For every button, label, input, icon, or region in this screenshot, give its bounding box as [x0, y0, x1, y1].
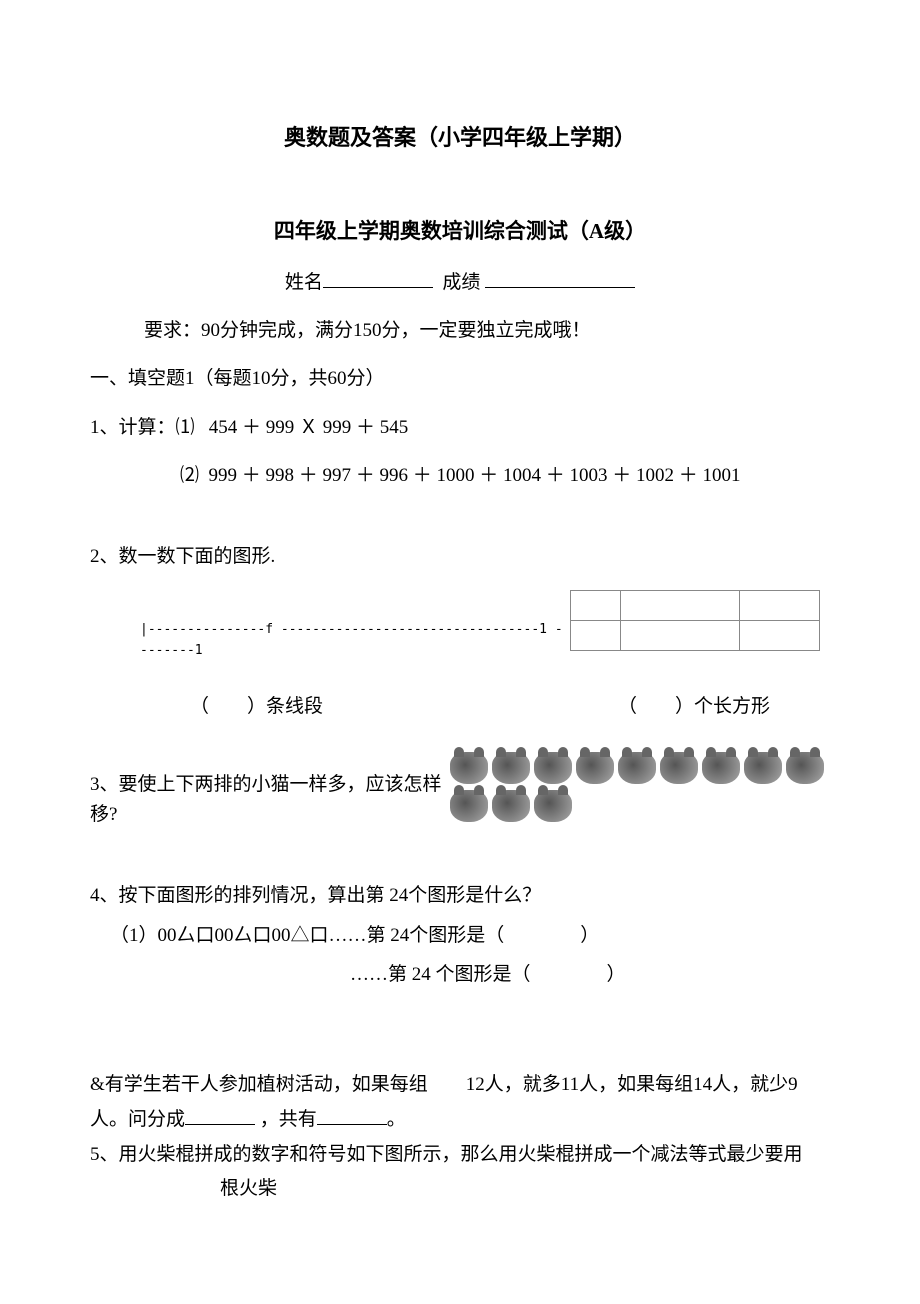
question-3: 3、要使上下两排的小猫一样多，应该怎样移?: [90, 752, 830, 831]
cat-figure: [450, 752, 830, 828]
section-1-heading: 一、填空题1（每题10分，共60分）: [90, 364, 830, 394]
cat-row-top: [450, 752, 830, 784]
requirement-text: 要求：90分钟完成，满分150分，一定要独立完成哦！: [144, 316, 830, 346]
q2-left-figure: |---------------f ----------------------…: [90, 590, 570, 662]
line-segment-figure: |---------------f ----------------------…: [140, 620, 570, 662]
q1-sub2-expr: 999 ＋ 998 ＋ 997 ＋ 996 ＋ 1000 ＋ 1004 ＋ 10…: [209, 465, 741, 486]
q1-sub1-label: ⑴: [176, 417, 195, 438]
table-row: [571, 591, 820, 621]
question-1: 1、计算：⑴ 454 ＋ 999 Ｘ 999 ＋ 545: [90, 413, 830, 443]
cat-icon: [534, 790, 572, 822]
table-row: [571, 621, 820, 651]
name-label: 姓名: [285, 272, 323, 293]
question-4-sub2: ……第 24 个图形是（ ）: [350, 960, 830, 990]
name-blank: [323, 267, 433, 288]
cat-icon: [450, 752, 488, 784]
page-title: 奥数题及答案（小学四年级上学期）: [90, 120, 830, 155]
question-4-label: 4、按下面图形的排列情况，算出第 24个图形是什么？: [90, 881, 830, 911]
question-2-figures: |---------------f ----------------------…: [90, 590, 830, 662]
score-label: 成绩: [442, 272, 480, 293]
cat-icon: [576, 752, 614, 784]
cat-icon: [492, 790, 530, 822]
question-2-label: 2、数一数下面的图形.: [90, 542, 830, 572]
q2-rectangle-label: （ ）个长方形: [618, 692, 770, 722]
question-2-labels: （ ）条线段 （ ）个长方形: [90, 692, 830, 722]
q2-line-segment-label: （ ）条线段: [190, 692, 323, 722]
question-5-line1: 5、用火柴棍拼成的数字和符号如下图所示，那么用火柴棍拼成一个减法等式最少要用: [90, 1140, 830, 1170]
q3-label: 3、要使上下两排的小猫一样多，应该怎样移?: [90, 752, 450, 831]
cat-row-bottom: [450, 790, 830, 822]
question-amp-line2: 人。问分成 ，共有 。: [90, 1104, 830, 1135]
cat-icon: [534, 752, 572, 784]
blank: [185, 1104, 255, 1125]
cat-icon: [786, 752, 824, 784]
cat-icon: [618, 752, 656, 784]
q-amp-mid: ，共有: [260, 1109, 317, 1130]
q1-sub2-label: ⑵: [180, 465, 199, 486]
subtitle: 四年级上学期奥数培训综合测试（A级）: [90, 215, 830, 249]
question-amp-line1: &有学生若干人参加植树活动，如果每组 12人，就多11人，如果每组14人，就少9: [90, 1070, 830, 1100]
cat-icon: [744, 752, 782, 784]
q1-label: 1、计算：: [90, 417, 176, 438]
question-1-sub2: ⑵ 999 ＋ 998 ＋ 997 ＋ 996 ＋ 1000 ＋ 1004 ＋ …: [180, 461, 830, 491]
blank: [317, 1104, 387, 1125]
cat-icon: [450, 790, 488, 822]
q2-right-figure: [570, 590, 830, 651]
score-blank: [485, 267, 635, 288]
question-4-sub1: （1）00厶口00厶口00△口……第 24个图形是（ ）: [110, 921, 830, 951]
q1-sub1-expr: 454 ＋ 999 Ｘ 999 ＋ 545: [209, 417, 409, 438]
q-amp-end: 。: [387, 1109, 406, 1130]
cat-icon: [660, 752, 698, 784]
name-score-line: 姓名 成绩: [90, 267, 830, 298]
cat-icon: [702, 752, 740, 784]
rectangle-grid: [570, 590, 820, 651]
cat-icon: [492, 752, 530, 784]
q-amp-pre: 人。问分成: [90, 1109, 185, 1130]
question-5-line2: 根火柴: [220, 1174, 830, 1204]
